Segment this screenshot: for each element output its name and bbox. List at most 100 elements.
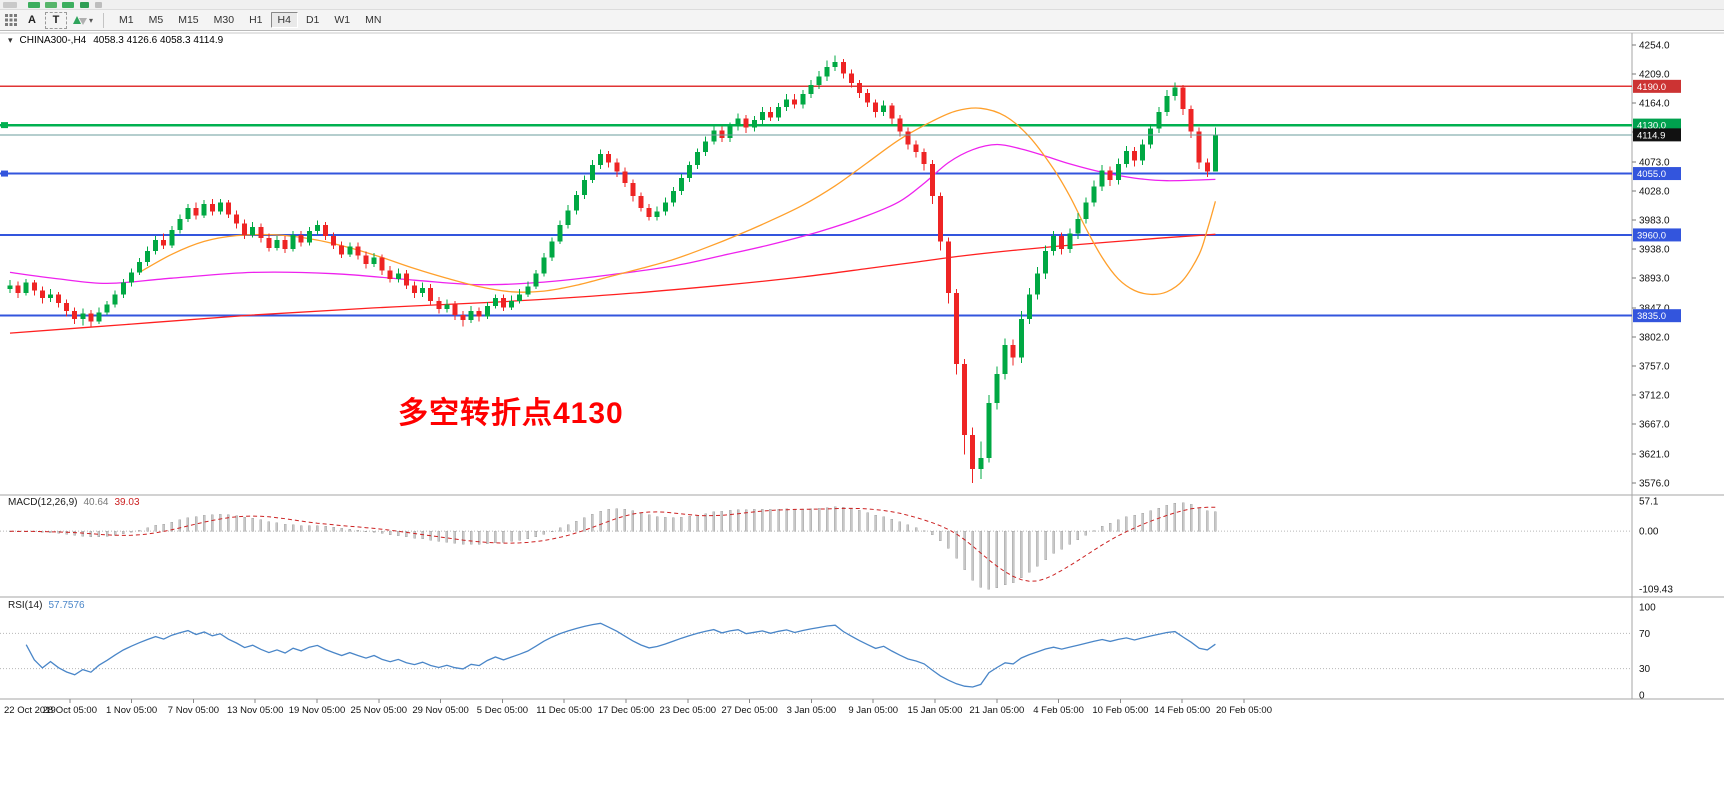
time-axis-label: 13 Nov 05:00	[227, 705, 284, 716]
hline-handle-4055.0[interactable]	[1, 170, 8, 177]
timeframe-button-mn[interactable]: MN	[365, 14, 382, 26]
svg-text:4055.0: 4055.0	[1637, 169, 1666, 180]
price-tag-4055.0: 4055.0	[1633, 167, 1681, 181]
ohlc-values: 4058.3 4126.6 4058.3 4114.9	[93, 35, 224, 46]
toolbar: A T ▾ M1 M5 M15 M30 H1 H4 D1 W1 MN	[0, 10, 1724, 31]
chart-area: 4254.04209.04164.04119.04073.04028.03983…	[0, 31, 1724, 794]
time-axis-label: 22 Oct 2019	[4, 705, 56, 716]
price-tick-label: 4254.0	[1639, 41, 1670, 52]
time-axis-label: 3 Jan 05:00	[787, 705, 837, 716]
clipped-icon	[80, 2, 89, 8]
macd-scale-label: 0.00	[1639, 527, 1659, 538]
ma-line-slow-red	[9, 233, 1216, 334]
price-tag-3835.0: 3835.0	[1633, 309, 1681, 323]
shapes-icon	[73, 16, 87, 25]
macd-header: MACD(12,26,9) 40.64 39.03	[8, 497, 140, 508]
toolbar-separator	[103, 12, 105, 28]
timeframe-button-m1[interactable]: M1	[119, 14, 134, 26]
time-axis-label: 27 Dec 05:00	[721, 705, 778, 716]
time-axis-label: 14 Feb 05:00	[1154, 705, 1210, 716]
svg-text:3835.0: 3835.0	[1637, 311, 1666, 322]
text-tool-button[interactable]: A	[28, 14, 36, 26]
clipped-icon	[62, 2, 74, 8]
rsi-scale-label: 0	[1639, 691, 1645, 702]
time-axis-label: 20 Feb 05:00	[1216, 705, 1272, 716]
macd-signal-value: 39.03	[114, 497, 140, 508]
rsi-value: 57.7576	[48, 600, 85, 611]
time-axis-label: 15 Jan 05:00	[908, 705, 963, 716]
timeframe-button-h1[interactable]: H1	[249, 14, 263, 26]
rsi-line	[25, 622, 1216, 688]
candlestick-series	[7, 55, 1218, 483]
clipped-icon	[3, 2, 17, 8]
price-tick-label: 4209.0	[1639, 70, 1670, 81]
price-tick-label: 3712.0	[1639, 391, 1670, 402]
timeframe-button-h4[interactable]: H4	[270, 12, 298, 28]
ma-line-medium-magenta	[9, 143, 1216, 286]
price-tick-label: 3893.0	[1639, 274, 1670, 285]
time-axis-label: 9 Jan 05:00	[848, 705, 898, 716]
price-tick-label: 3757.0	[1639, 362, 1670, 373]
time-axis-label: 4 Feb 05:00	[1033, 705, 1084, 716]
time-axis-label: 19 Nov 05:00	[289, 705, 346, 716]
timeframe-toolbar: M1 M5 M15 M30 H1 H4 D1 W1 MN	[112, 12, 388, 28]
macd-scale-label: -109.43	[1639, 585, 1673, 596]
price-tick-label: 4028.0	[1639, 187, 1670, 198]
svg-text:4130.0: 4130.0	[1637, 121, 1666, 132]
label-tool-button[interactable]: T	[45, 11, 67, 29]
one-click-trading-toggle[interactable]: ▾	[8, 35, 13, 45]
time-axis-label: 23 Dec 05:00	[660, 705, 717, 716]
time-axis-label: 7 Nov 05:00	[168, 705, 219, 716]
rsi-label: RSI(14)	[8, 600, 43, 611]
time-axis-label: 17 Dec 05:00	[598, 705, 655, 716]
symbol-timeframe-label: CHINA300-,H4	[19, 35, 87, 46]
time-axis-label: 21 Jan 05:00	[969, 705, 1024, 716]
macd-histogram	[8, 502, 1217, 590]
timeframe-button-m15[interactable]: M15	[178, 14, 199, 26]
menu-grid-icon[interactable]	[3, 12, 19, 28]
clipped-icon	[28, 2, 40, 8]
draw-tools-button[interactable]: ▾	[70, 12, 95, 28]
price-tick-label: 3802.0	[1639, 333, 1670, 344]
clipped-icon	[95, 2, 102, 8]
macd-label: MACD(12,26,9)	[8, 497, 78, 508]
price-tick-label: 3938.0	[1639, 245, 1670, 256]
price-tick-label: 3847.0	[1639, 303, 1670, 314]
svg-text:4114.9: 4114.9	[1637, 130, 1665, 141]
timeframe-button-m30[interactable]: M30	[213, 14, 235, 26]
timeframe-button-w1[interactable]: W1	[334, 14, 351, 26]
rsi-scale-label: 70	[1639, 629, 1651, 640]
price-axis-labels: 4254.04209.04164.04119.04073.04028.03983…	[1632, 41, 1670, 490]
timeframe-button-m5[interactable]: M5	[148, 14, 164, 26]
grid-glyph	[5, 14, 17, 26]
price-tick-label: 4164.0	[1639, 99, 1670, 110]
macd-signal-line	[9, 506, 1216, 582]
svg-text:4190.0: 4190.0	[1637, 82, 1666, 93]
price-tick-label: 4073.0	[1639, 157, 1670, 168]
price-tick-label: 3983.0	[1639, 216, 1670, 227]
time-axis-label: 11 Dec 05:00	[536, 705, 592, 716]
chart-header: ▾ CHINA300-,H4 4058.3 4126.6 4058.3 4114…	[8, 35, 223, 46]
hline-handle-4130.0[interactable]	[1, 122, 8, 129]
price-tag-4130.0: 4130.0	[1633, 118, 1681, 132]
svg-text:3960.0: 3960.0	[1637, 230, 1666, 241]
time-axis-label: 1 Nov 05:00	[106, 705, 157, 716]
time-axis-label: 29 Nov 05:00	[412, 705, 469, 716]
price-tick-label: 3667.0	[1639, 420, 1670, 431]
chart-canvas[interactable]: 4254.04209.04164.04119.04073.04028.03983…	[0, 31, 1724, 794]
macd-main-value: 40.64	[83, 497, 109, 508]
chevron-down-icon: ▾	[89, 15, 94, 25]
clipped-toolbar-row	[0, 0, 1724, 10]
price-tag-3960.0: 3960.0	[1633, 228, 1681, 242]
chart-annotation[interactable]: 多空转折点4130	[398, 397, 624, 430]
current-price-tag: 4114.9	[1633, 128, 1681, 142]
clipped-icon	[45, 2, 57, 8]
price-tick-label: 3576.0	[1639, 479, 1670, 490]
time-axis-label: 10 Feb 05:00	[1092, 705, 1148, 716]
ma-line-fast-orange	[139, 107, 1217, 296]
time-axis-label: 25 Nov 05:00	[351, 705, 408, 716]
macd-scale-label: 57.1	[1639, 497, 1659, 508]
timeframe-button-d1[interactable]: D1	[305, 14, 320, 26]
